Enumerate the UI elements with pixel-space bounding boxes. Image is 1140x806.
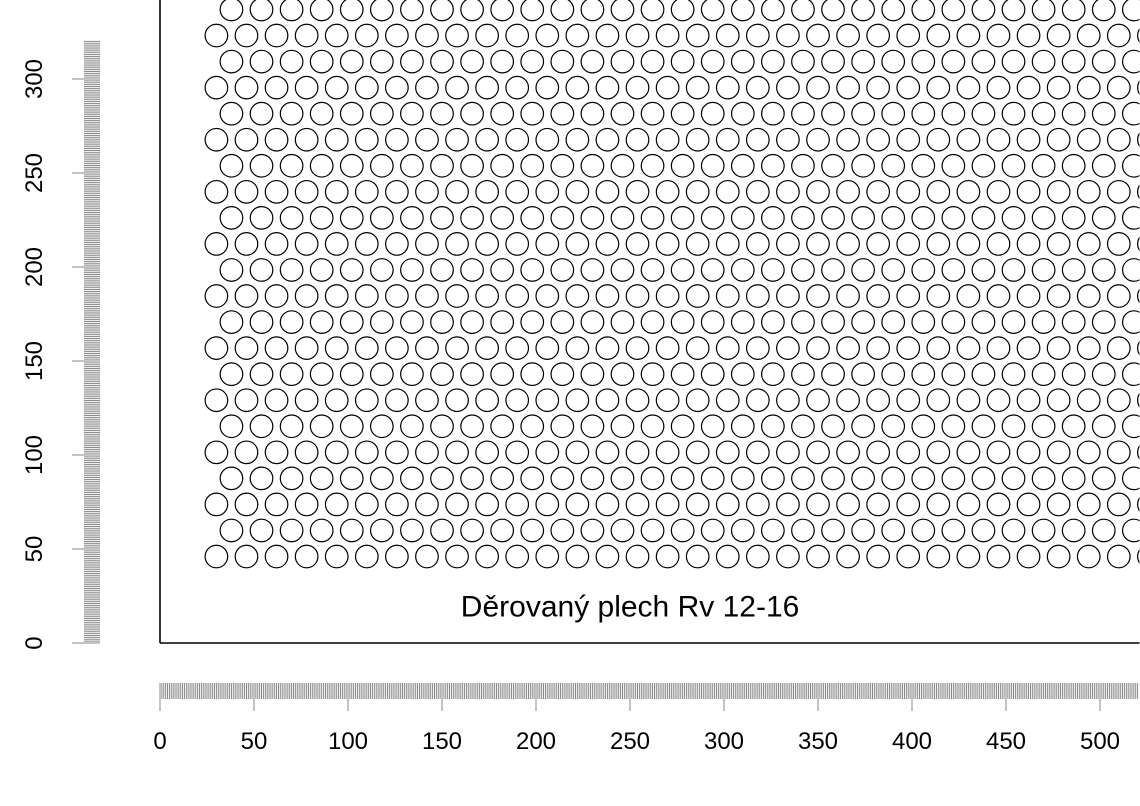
y-axis-label: 100 (21, 435, 48, 475)
y-axis-label: 250 (21, 153, 48, 193)
diagram-stage: Děrovaný plech Rv 12-16 0 50 100 150 200 250 30… (0, 0, 1140, 806)
y-axis-ruler (72, 41, 100, 643)
diagram-title: Děrovaný plech Rv 12-16 (461, 591, 800, 624)
x-axis-labels: 0 50 100 150 200 250 300 350 400 450 500 (153, 728, 1120, 755)
x-axis-label: 100 (328, 728, 368, 755)
perforation-pattern (205, 0, 1140, 568)
x-axis-label: 500 (1080, 728, 1120, 755)
y-axis-label: 0 (21, 636, 48, 649)
x-axis-label: 400 (892, 728, 932, 755)
x-axis-label: 150 (422, 728, 462, 755)
x-axis-ruler (160, 683, 1138, 711)
diagram-svg: Děrovaný plech Rv 12-16 0 50 100 150 200 250 30… (0, 0, 1140, 806)
x-axis-label: 300 (704, 728, 744, 755)
x-axis-label: 200 (516, 728, 556, 755)
y-axis-labels: 0 50 100 150 200 250 300 (21, 59, 48, 650)
x-axis-label: 0 (153, 728, 166, 755)
x-axis-label: 450 (986, 728, 1026, 755)
y-axis-label: 200 (21, 247, 48, 287)
y-axis-label: 150 (21, 341, 48, 381)
y-axis-label: 300 (21, 59, 48, 99)
x-axis-label: 250 (610, 728, 650, 755)
x-axis-label: 50 (241, 728, 268, 755)
y-axis-label: 50 (21, 536, 48, 563)
x-axis-label: 350 (798, 728, 838, 755)
